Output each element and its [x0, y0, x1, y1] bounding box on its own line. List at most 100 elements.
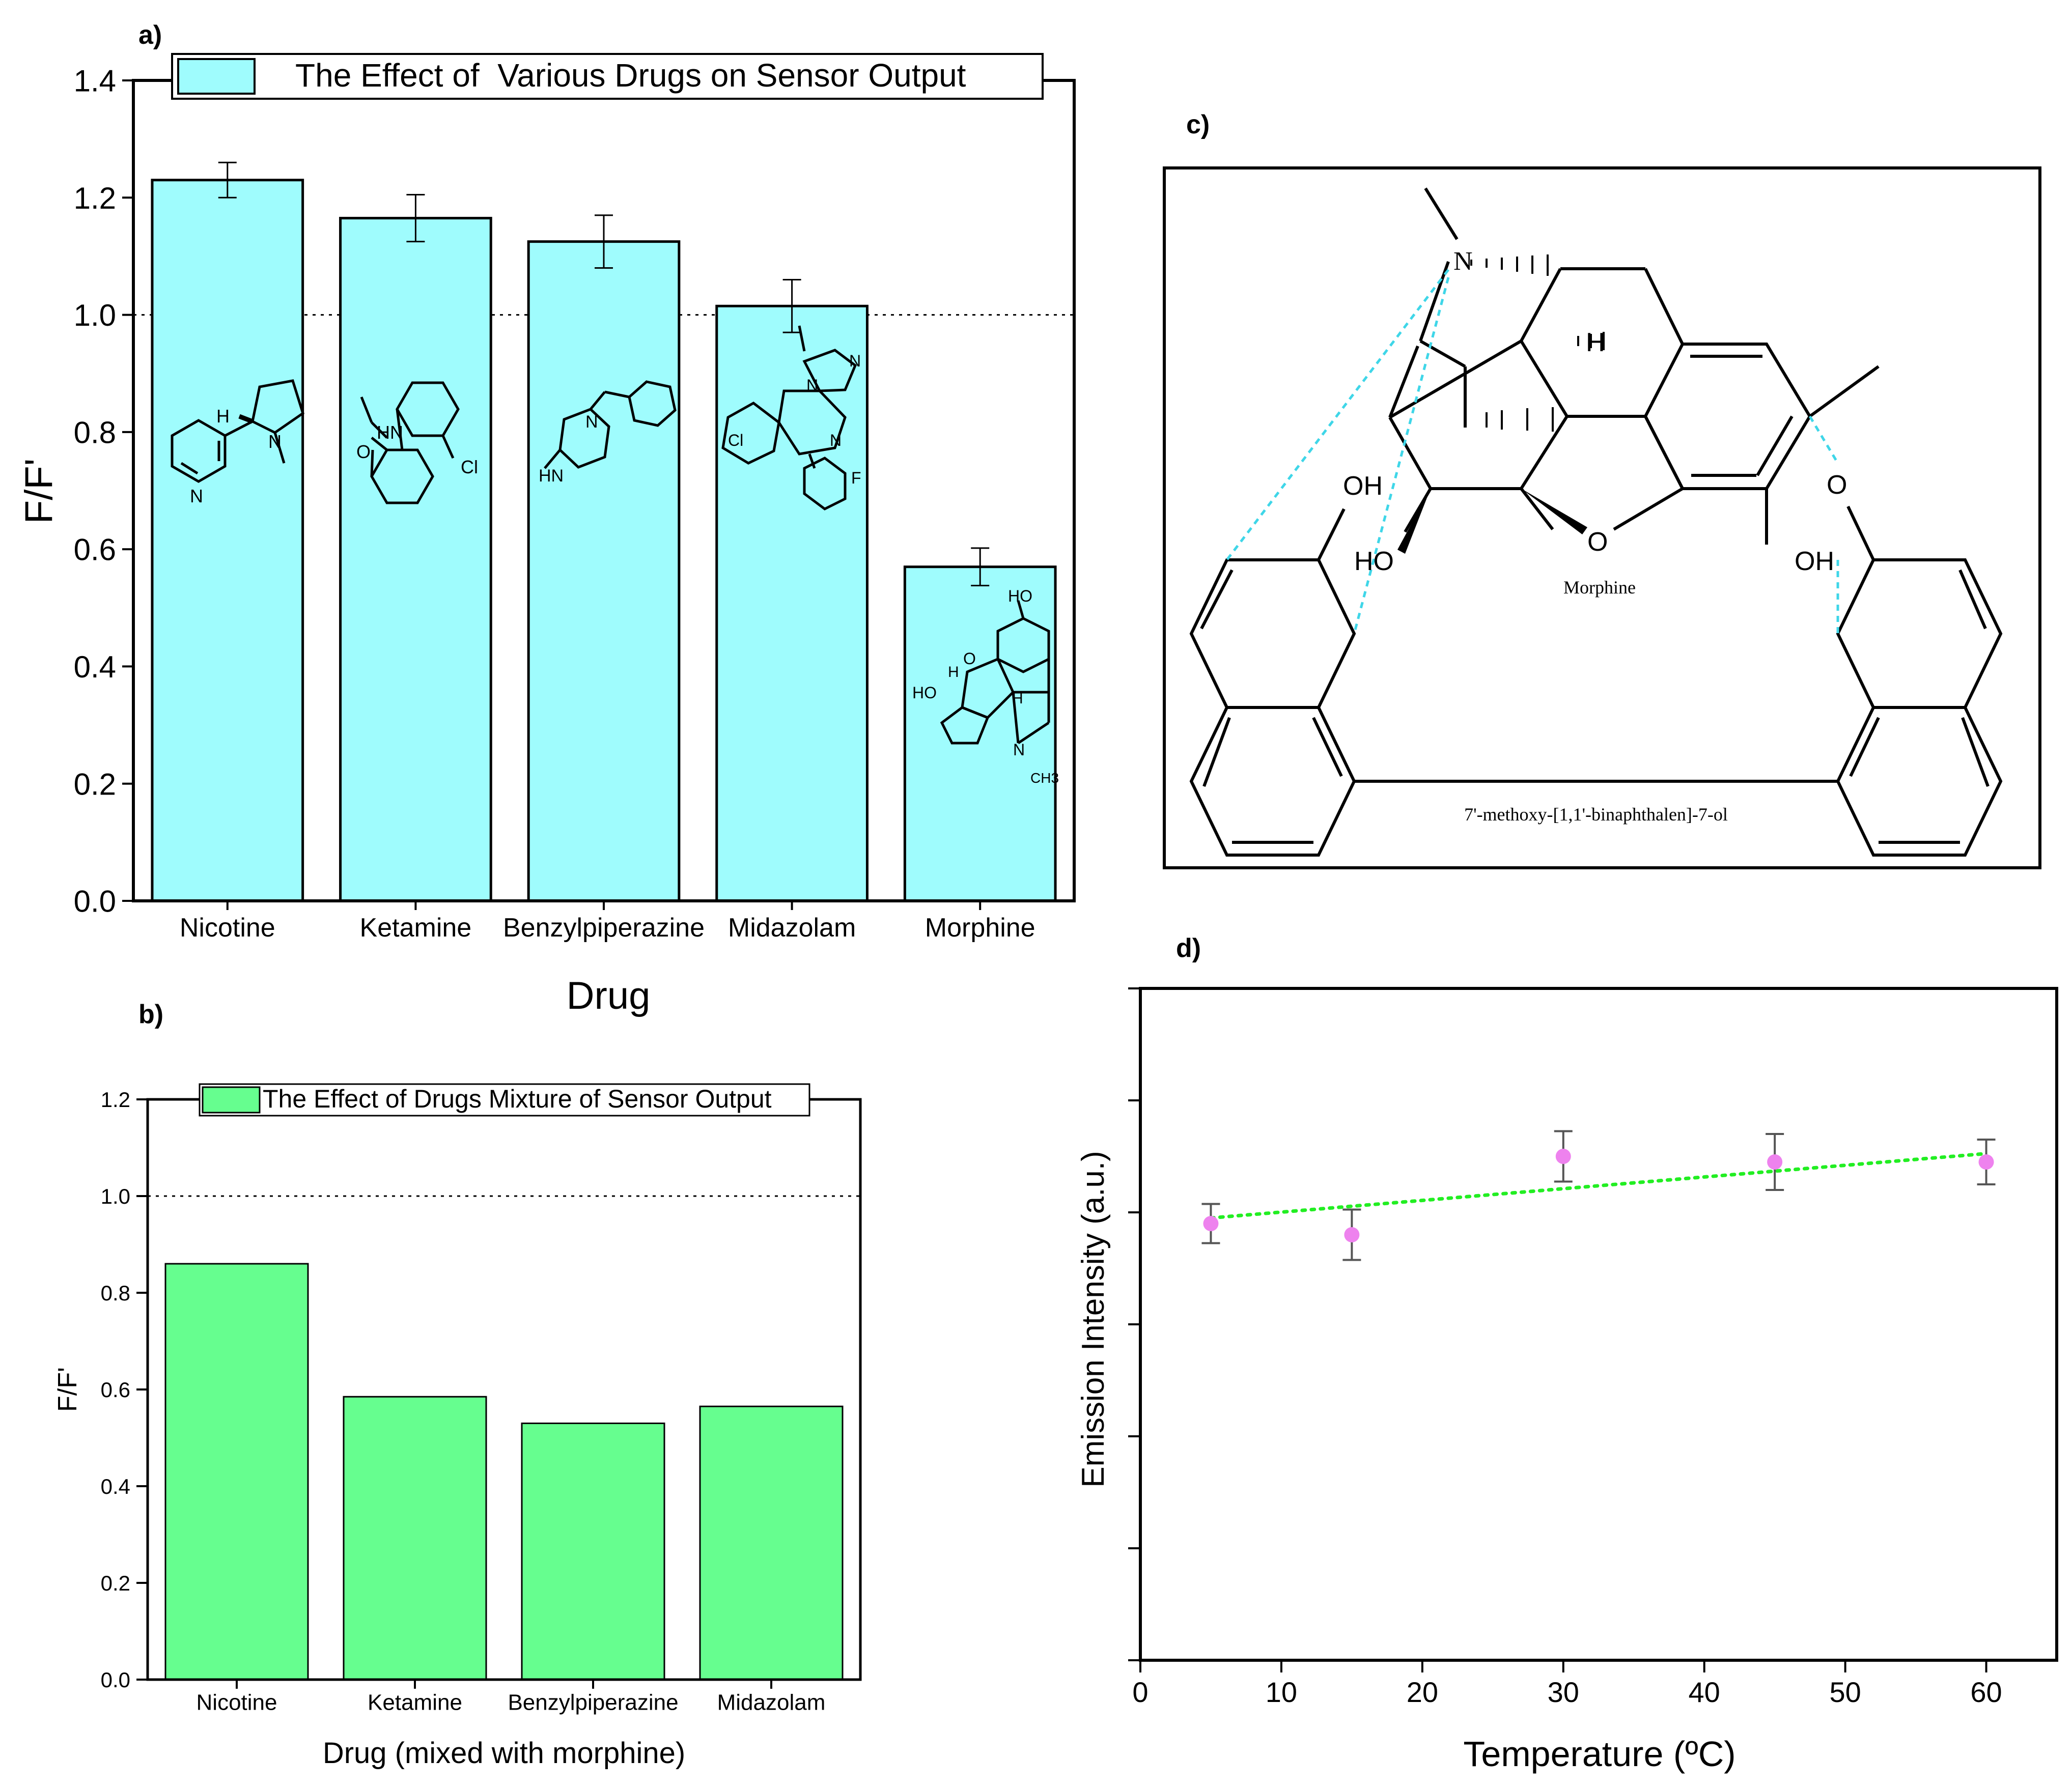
morphine-small-structure-labels: HO O HO H H N CH3 — [912, 587, 1059, 786]
nicotine-structure-labels: H N N — [190, 406, 282, 506]
panel-d-y-axis-label: Emission Intensity (a.u.) — [1076, 1151, 1111, 1488]
y-tick-label: 0.6 — [74, 533, 116, 567]
svg-text:HO: HO — [912, 684, 937, 702]
x-tick-label: 20 — [1407, 1676, 1438, 1708]
y-tick-label: 1.0 — [74, 298, 116, 332]
x-tick-label: 10 — [1266, 1676, 1297, 1708]
svg-text:O: O — [963, 649, 976, 668]
bar-ketamine — [343, 1396, 487, 1681]
x-tick-label: 30 — [1548, 1676, 1579, 1708]
data-point — [1767, 1154, 1783, 1170]
y-tick-label: 0.2 — [74, 767, 116, 801]
panel-d-scatter-chart: d) 0 10 20 30 40 50 60 Emission Intensity (a.u… — [1076, 933, 2058, 1774]
bar-benzylpiperazine — [521, 1423, 665, 1681]
svg-text:N: N — [1013, 741, 1025, 759]
ketamine-structure — [360, 381, 460, 504]
morphine-hash-bonds — [1470, 254, 1605, 432]
x-tick-label-ketamine: Ketamine — [360, 913, 472, 943]
atom-label-OH-left: OH — [1343, 471, 1383, 501]
y-tick-label: 0.4 — [74, 650, 116, 684]
panel-b-label: b) — [138, 1000, 163, 1029]
y-tick-label: 1.0 — [101, 1184, 130, 1208]
morphine-small-structure — [940, 600, 1050, 745]
midazolam-structure-labels: N N N Cl F — [728, 352, 861, 487]
svg-text:H: H — [948, 664, 959, 680]
benzylpiperazine-structure — [544, 380, 677, 469]
svg-text:N: N — [585, 412, 598, 432]
y-tick-label: 0.2 — [101, 1571, 130, 1595]
bar-ketamine — [339, 217, 492, 902]
panel-b-bar-chart: b) Nicotine Ketamine Benzylpiperazine Midaz… — [53, 1000, 862, 1770]
data-point — [1978, 1154, 1994, 1170]
panel-b-legend-text: The Effect of Drugs Mixture of Sensor Ou… — [263, 1085, 772, 1113]
panel-d-x-axis-label: Temperature (ºC) — [1463, 1734, 1735, 1774]
svg-text:N: N — [268, 431, 282, 452]
x-tick-label: 50 — [1829, 1676, 1861, 1708]
panel-a-y-axis-label: F/F' — [17, 459, 61, 524]
data-point — [1344, 1227, 1360, 1242]
panel-b-legend-swatch — [202, 1086, 261, 1114]
y-tick-label: 0.8 — [101, 1281, 130, 1305]
x-tick-label-nicotine: Nicotine — [180, 913, 275, 943]
panel-d-plot: 0 10 20 30 40 50 60 — [1128, 987, 2002, 1708]
y-tick-label: 1.2 — [101, 1088, 130, 1112]
morphine-name: Morphine — [1563, 577, 1636, 598]
interaction-dashes — [1226, 269, 1839, 634]
bar-benzylpiperazine — [527, 240, 681, 902]
panel-b-legend-box — [199, 1083, 810, 1117]
panel-c-label: c) — [1186, 110, 1210, 139]
atom-label-O-bridge: O — [1587, 527, 1608, 557]
bar-nicotine — [164, 1263, 309, 1681]
panel-a-legend-swatch — [177, 58, 256, 95]
panel-c-atom-labels: N H OH HO O OH O Morphine 7'-methoxy-[1,… — [1343, 247, 1847, 825]
x-tick-label-nicotine: Nicotine — [197, 1690, 277, 1715]
panel-d-label: d) — [1176, 933, 1201, 963]
binaphthol-skeleton — [1189, 505, 2003, 857]
panel-c-structure-diagram: c) — [1163, 110, 2041, 869]
svg-text:N: N — [190, 486, 203, 506]
panel-b-x-axis-label: Drug (mixed with morphine) — [323, 1737, 685, 1770]
x-tick-label-midazolam: Midazolam — [717, 1690, 826, 1715]
atom-label-OH-right: OH — [1795, 547, 1834, 576]
svg-text:HN: HN — [377, 422, 403, 443]
svg-text:N: N — [830, 431, 842, 449]
bar-nicotine — [151, 179, 304, 902]
atom-label-N: N — [1453, 247, 1473, 276]
panel-a-x-axis-label: Drug — [567, 974, 651, 1017]
svg-text:H: H — [1012, 690, 1023, 707]
benzylpiperazine-structure-labels: HN N — [539, 412, 598, 486]
x-tick-label-benzylpiperazine: Benzylpiperazine — [503, 913, 705, 943]
x-tick-label-morphine: Morphine — [925, 913, 1035, 943]
svg-text:F: F — [851, 469, 861, 487]
svg-text:H: H — [216, 406, 230, 427]
panel-b-plot: Nicotine Ketamine Benzylpiperazine Midazola… — [101, 1088, 860, 1715]
x-tick-label: 0 — [1132, 1676, 1148, 1708]
panel-a-bar-chart: a) Nicotine Ketamine Benzylpiperazine Midaz… — [17, 20, 1076, 1017]
ketamine-structure-labels: HN O Cl — [356, 422, 478, 477]
data-point — [1203, 1216, 1219, 1231]
panel-a-plot: Nicotine Ketamine Benzylpiperazine Midazola… — [74, 64, 1074, 943]
panel-b-legend: The Effect of Drugs Mixture of Sensor Ou… — [199, 1083, 810, 1117]
y-tick-label: 0.6 — [101, 1378, 130, 1402]
panel-a-legend-box — [171, 53, 1044, 100]
data-point — [1555, 1149, 1571, 1164]
y-tick-label: 0.4 — [101, 1474, 130, 1498]
trend-line — [1209, 1152, 1989, 1220]
svg-text:CH3: CH3 — [1030, 770, 1059, 786]
y-tick-label: 0.0 — [74, 885, 116, 919]
binaphthol-name: 7'-methoxy-[1,1'-binaphthalen]-7-ol — [1464, 804, 1728, 825]
morphine-skeleton — [1388, 187, 1880, 545]
atom-label-HO: HO — [1354, 547, 1394, 576]
y-tick-label: 1.4 — [74, 64, 116, 98]
panel-b-y-axis-label: F/F' — [53, 1367, 82, 1412]
panel-a-legend: The Effect of Various Drugs on Sensor Ou… — [171, 53, 1044, 100]
morphine-wedges — [1397, 489, 1587, 554]
x-tick-label: 40 — [1689, 1676, 1720, 1708]
bar-midazolam — [715, 304, 869, 902]
x-tick-label-midazolam: Midazolam — [728, 913, 856, 943]
y-tick-label: 0.8 — [74, 415, 116, 449]
nicotine-structure — [171, 379, 304, 483]
panel-d-plot-frame — [1139, 987, 2058, 1662]
midazolam-structure — [721, 325, 857, 510]
